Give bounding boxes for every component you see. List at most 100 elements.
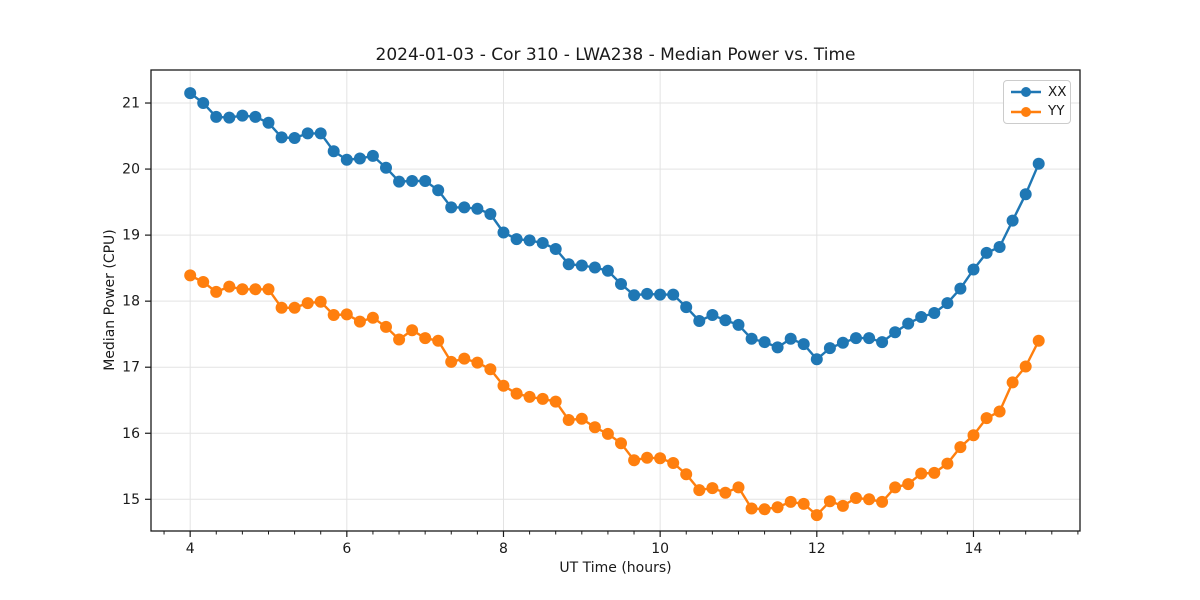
data-point-yy (980, 412, 993, 425)
data-point-xx (523, 234, 536, 247)
data-point-yy (680, 468, 693, 481)
data-point-xx (510, 233, 523, 246)
data-point-yy (288, 301, 301, 314)
y-tick-label: 15 (122, 492, 140, 508)
data-point-yy (366, 311, 379, 324)
x-tick-label: 14 (965, 541, 983, 557)
data-point-yy (693, 484, 706, 497)
legend-item-xx: XX (1004, 83, 1070, 101)
chart-title: 2024-01-03 - Cor 310 - LWA238 - Median P… (375, 45, 856, 65)
y-tick-label: 21 (122, 96, 140, 112)
data-point-yy (667, 457, 680, 469)
data-point-xx (184, 87, 197, 100)
data-point-yy (993, 405, 1006, 418)
y-tick-label: 18 (122, 294, 140, 310)
data-point-xx (288, 132, 301, 144)
data-point-yy (719, 486, 732, 499)
y-tick-label: 20 (122, 162, 140, 178)
data-point-yy (1032, 334, 1045, 347)
data-point-yy (758, 503, 771, 516)
data-point-xx (954, 282, 967, 295)
data-point-xx (340, 153, 353, 166)
x-tick-label: 4 (186, 541, 195, 557)
data-point-xx (406, 175, 419, 187)
data-point-xx (732, 318, 745, 331)
data-point-yy (928, 466, 941, 479)
data-point-xx (1019, 188, 1032, 201)
y-axis-label: Median Power (CPU) (102, 229, 118, 371)
data-point-xx (484, 208, 497, 220)
data-point-yy (275, 301, 288, 314)
legend-line-marker-icon-yy (1011, 106, 1041, 117)
data-point-yy (797, 497, 810, 510)
data-point-yy (641, 451, 654, 464)
data-point-yy (419, 332, 432, 345)
data-point-xx (628, 289, 641, 302)
data-point-yy (654, 452, 667, 465)
y-tick-label: 17 (122, 360, 140, 376)
data-point-xx (967, 263, 980, 276)
data-point-yy (340, 308, 353, 321)
data-point-xx (366, 149, 379, 162)
data-point-xx (889, 326, 902, 339)
data-point-yy (432, 334, 445, 347)
data-point-yy (615, 437, 627, 450)
legend-line-marker-icon-xx (1011, 87, 1041, 98)
data-point-yy (523, 390, 536, 403)
data-point-yy (445, 355, 458, 368)
data-point-yy (562, 414, 575, 426)
data-point-xx (327, 145, 340, 158)
data-point-yy (380, 320, 392, 333)
legend-item-yy: YY (1004, 103, 1070, 121)
data-point-xx (810, 353, 823, 366)
x-tick-label: 12 (808, 541, 826, 557)
y-tick-label: 16 (122, 426, 140, 442)
data-point-xx (249, 110, 262, 123)
data-point-yy (850, 492, 862, 504)
data-point-xx (575, 259, 588, 272)
data-point-xx (693, 315, 706, 327)
data-point-yy (210, 285, 223, 298)
data-point-xx (836, 336, 849, 349)
data-point-xx (915, 311, 928, 323)
data-point-xx (210, 110, 223, 123)
data-point-yy (223, 280, 236, 293)
data-point-yy (771, 501, 784, 514)
data-point-yy (314, 295, 327, 308)
x-tick-label: 6 (342, 541, 351, 557)
data-point-yy (836, 499, 849, 512)
data-point-yy (327, 309, 340, 321)
data-point-xx (993, 241, 1006, 253)
data-point-xx (301, 127, 314, 140)
data-point-xx (980, 246, 993, 259)
data-point-yy (588, 421, 601, 434)
data-point-xx (758, 336, 771, 349)
data-point-xx (471, 202, 484, 215)
data-point-xx (432, 184, 445, 197)
data-point-yy (889, 481, 902, 494)
data-point-yy (601, 427, 614, 440)
data-point-yy (301, 297, 314, 310)
data-point-yy (876, 495, 889, 508)
data-point-yy (353, 315, 366, 328)
data-point-xx (1032, 157, 1045, 170)
data-point-xx (745, 332, 758, 345)
data-point-xx (719, 314, 732, 327)
data-point-xx (536, 237, 549, 249)
data-point-xx (497, 226, 510, 239)
data-point-yy (184, 269, 197, 282)
data-point-yy (745, 502, 758, 515)
data-point-yy (706, 482, 719, 495)
data-point-xx (445, 201, 458, 214)
legend-label-yy: YY (1048, 102, 1065, 119)
data-point-yy (810, 509, 823, 522)
data-point-xx (458, 201, 471, 214)
data-point-xx (784, 332, 797, 345)
plot-frame (150, 69, 1081, 532)
data-point-yy (510, 387, 523, 400)
data-point-xx (562, 258, 575, 271)
data-point-xx (1006, 214, 1019, 227)
data-point-xx (941, 297, 954, 310)
y-tick-label: 19 (122, 228, 140, 244)
